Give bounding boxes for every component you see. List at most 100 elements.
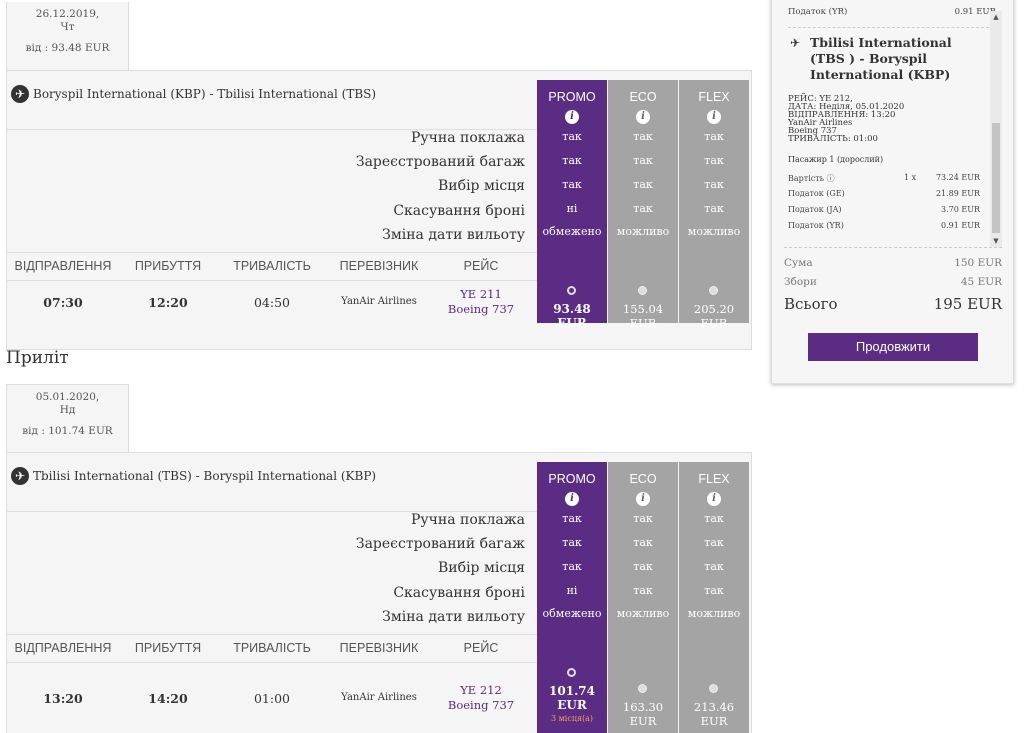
fare-column-flex[interactable]: FLEX i так так так так можливо 213.46 EU… [679,462,749,733]
flight-box-outbound: ✈ Boryspil International (KBP) - Tbilisi… [6,70,752,350]
header-flight: РЕЙС [463,259,499,273]
route-label: Boryspil International (KBP) - Tbilisi I… [33,87,377,101]
date-tab-weekday: Чт [60,21,75,33]
carrier-name: YanAir Airlines [341,692,417,703]
fare-radio[interactable] [638,286,647,295]
date-tab-return[interactable]: 05.01.2020, Нд від : 101.74 EUR [6,384,129,452]
fare-value: ні [566,584,578,597]
fare-value: обмежено [542,607,602,620]
fare-value: так [633,178,653,191]
fare-column-promo[interactable]: PROMO i так так так ні обмежено 101.74 E… [537,462,607,733]
price-line-value: 73.24 EUR [935,173,980,182]
fare-price[interactable]: 101.74 EUR [537,684,607,712]
fare-value: так [633,154,653,167]
aircraft-type: Boeing 737 [447,302,515,316]
sum-label: Сума [784,257,813,269]
feature-label: Скасування броні [393,203,525,219]
fare-value: так [704,178,724,191]
price-line-label: Вартість ⓘ [788,174,835,183]
duration-value: 04:50 [253,295,291,310]
divider [7,129,537,130]
fees-value: 45 EUR [960,276,1002,288]
total-label: Всього [784,295,838,313]
plane-icon: ✈ [790,36,801,50]
fare-column-eco[interactable]: ECO i так так так так можливо 155.04 EUR [608,80,678,330]
fare-column-flex[interactable]: FLEX i так так так так можливо 205.20 EU… [679,80,749,330]
fare-price[interactable]: 213.46 EUR [693,700,735,728]
price-line-label: Податок (GE) [788,189,845,198]
seats-left: 3 місця(а) [550,714,594,723]
fare-value: так [562,536,582,549]
fare-price[interactable]: 155.04 EUR [622,302,664,330]
info-icon[interactable]: i [707,110,721,124]
feature-label: Ручна поклажа [410,130,525,146]
fare-value: можливо [616,225,670,238]
fare-price[interactable]: 163.30 EUR [622,700,664,728]
sum-row: Сума 150 EUR [784,257,1002,269]
fees-label: Збори [784,276,817,288]
divider [7,662,537,663]
fare-value: так [633,560,653,573]
date-tab-outbound[interactable]: 26.12.2019, Чт від : 93.48 EUR [6,2,129,70]
scrollbar-thumb[interactable] [992,123,1000,233]
fees-row: Збори 45 EUR [784,276,1002,288]
sum-value: 150 EUR [954,257,1002,269]
departure-time: 13:20 [43,691,83,706]
fare-price-currency: EUR [557,698,587,712]
fare-radio[interactable] [709,286,718,295]
price-line-value: 3.70 EUR [941,205,980,214]
booking-summary: Податок (YR) 0.91 EUR ✈ Tbilisi Internat… [771,0,1014,384]
fare-radio[interactable] [638,684,647,693]
tax-label: Податок (YR) [788,7,848,17]
date-tab-weekday: Нд [59,404,76,416]
flight-number: YE 212 [460,683,502,697]
fare-radio[interactable] [567,286,576,295]
arrival-time: 14:20 [148,691,188,706]
info-icon[interactable]: i [636,492,650,506]
summary-scroll-area[interactable]: Податок (YR) 0.91 EUR ✈ Tbilisi Internat… [782,0,1000,245]
info-icon[interactable]: i [565,110,579,124]
scroll-up-icon[interactable]: ▲ [993,13,999,21]
header-flight: РЕЙС [463,641,499,655]
total-value: 195 EUR [933,295,1002,313]
fare-value: можливо [616,607,670,620]
feature-label: Зміна дати вильоту [382,227,525,243]
fare-value: так [704,536,724,549]
fare-radio[interactable] [709,684,718,693]
info-icon[interactable]: ⓘ [826,174,835,183]
fare-name: FLEX [698,472,730,486]
fare-value: так [704,154,724,167]
aircraft-type: Boeing 737 [447,698,515,712]
header-duration: ТРИВАЛІСТЬ [233,641,311,655]
fare-value: так [562,178,582,191]
fare-value: так [633,584,653,597]
info-icon[interactable]: i [636,110,650,124]
scroll-down-icon[interactable]: ▼ [993,237,999,245]
plane-icon: ✈ [11,85,29,103]
fare-radio[interactable] [567,668,576,677]
fare-name: ECO [629,90,657,104]
fare-value: так [562,130,582,143]
fare-price[interactable]: 205.20 EUR [693,302,735,330]
fare-value: так [633,512,653,525]
fare-price[interactable]: 93.48 EUR [553,302,591,330]
fare-column-eco[interactable]: ECO i так так так так можливо 163.30 EUR [608,462,678,733]
header-carrier: ПЕРЕВІЗНИК [339,259,419,273]
fare-name: PROMO [548,90,596,104]
header-duration: ТРИВАЛІСТЬ [233,259,311,273]
total-row: Всього 195 EUR [784,295,1002,313]
tax-value: 0.91 EUR [954,7,996,17]
feature-label: Скасування броні [393,585,525,601]
info-icon[interactable]: i [707,492,721,506]
summary-scrollbar[interactable]: ▲ ▼ [990,11,1002,247]
divider [7,634,537,635]
fare-column-promo[interactable]: PROMO i так так так ні обмежено 93.48 EU… [537,80,607,330]
price-line-value: 21.89 EUR [935,189,980,198]
summary-flight-route: Tbilisi International (TBS ) - Boryspil … [810,35,952,82]
continue-button[interactable]: Продовжити [808,333,978,361]
info-icon[interactable]: i [565,492,579,506]
flight-box-return: ✈ Tbilisi International (TBS) - Boryspil… [6,452,752,733]
header-departure: ВІДПРАВЛЕННЯ [14,259,112,273]
date-tab-from-price: від : 101.74 EUR [22,425,113,437]
feature-label: Зміна дати вильоту [382,609,525,625]
